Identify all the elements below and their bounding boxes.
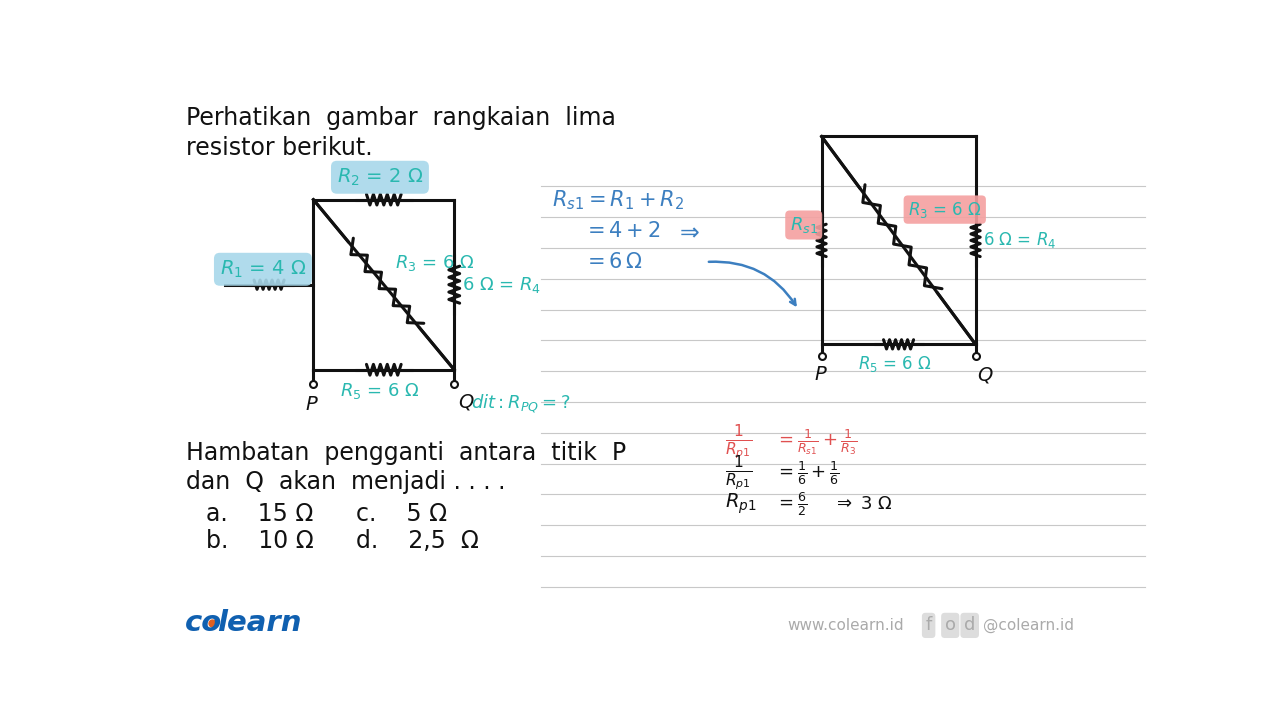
Text: @colearn.id: @colearn.id xyxy=(983,618,1074,633)
Text: f: f xyxy=(925,616,932,634)
Text: d: d xyxy=(964,616,975,634)
Text: dan  Q  akan  menjadi . . . .: dan Q akan menjadi . . . . xyxy=(187,470,506,494)
Text: 6 Ω = $R_4$: 6 Ω = $R_4$ xyxy=(983,230,1056,251)
Text: $dit : R_{PQ} = ?$: $dit : R_{PQ} = ?$ xyxy=(471,393,571,415)
Text: $R_5$ = 6 Ω: $R_5$ = 6 Ω xyxy=(340,382,420,401)
Text: $= 4 + 2$: $= 4 + 2$ xyxy=(582,221,660,241)
Text: $R_2$ = 2 Ω: $R_2$ = 2 Ω xyxy=(337,166,424,188)
Text: Hambatan  pengganti  antara  titik  P: Hambatan pengganti antara titik P xyxy=(187,441,626,464)
Text: resistor berikut.: resistor berikut. xyxy=(187,137,372,161)
Text: o: o xyxy=(945,616,956,634)
Text: $\frac{1}{R_{p1}}$: $\frac{1}{R_{p1}}$ xyxy=(726,423,753,462)
Text: d.    2,5  Ω: d. 2,5 Ω xyxy=(356,529,479,553)
Text: P: P xyxy=(814,365,826,384)
Text: 6 Ω = $R_4$: 6 Ω = $R_4$ xyxy=(462,274,541,294)
Text: P: P xyxy=(306,395,317,414)
Text: $= \frac{1}{6} + \frac{1}{6}$: $= \frac{1}{6} + \frac{1}{6}$ xyxy=(776,459,840,487)
Text: $R_{p1}$: $R_{p1}$ xyxy=(726,492,756,516)
Text: $\frac{1}{R_{p1}}$: $\frac{1}{R_{p1}}$ xyxy=(726,453,753,492)
Text: $R_3$ = 6 Ω: $R_3$ = 6 Ω xyxy=(908,199,982,220)
Text: $R_1$ = 4 Ω: $R_1$ = 4 Ω xyxy=(220,258,306,280)
Text: $R_{s1}$: $R_{s1}$ xyxy=(790,215,818,235)
Text: $R_{s1} = R_1 + R_2$: $R_{s1} = R_1 + R_2$ xyxy=(552,189,684,212)
Text: Q: Q xyxy=(458,393,474,412)
Text: Perhatikan  gambar  rangkaian  lima: Perhatikan gambar rangkaian lima xyxy=(187,106,616,130)
Text: Q: Q xyxy=(977,365,992,384)
Text: co: co xyxy=(184,609,221,637)
Text: a.    15 Ω: a. 15 Ω xyxy=(206,503,312,526)
Text: $R_3$ = 6 Ω: $R_3$ = 6 Ω xyxy=(396,253,475,273)
Text: $\Rightarrow$ 3 Ω: $\Rightarrow$ 3 Ω xyxy=(833,495,893,513)
Text: $= \frac{6}{2}$: $= \frac{6}{2}$ xyxy=(776,490,808,518)
Text: $= \frac{1}{R_{s1}} + \frac{1}{R_3}$: $= \frac{1}{R_{s1}} + \frac{1}{R_3}$ xyxy=(776,427,858,457)
Text: $\Rightarrow$: $\Rightarrow$ xyxy=(676,219,700,243)
Text: learn: learn xyxy=(218,609,302,637)
Text: $R_5$ = 6 Ω: $R_5$ = 6 Ω xyxy=(858,354,932,374)
Text: b.    10 Ω: b. 10 Ω xyxy=(206,529,314,553)
Text: c.    5 Ω: c. 5 Ω xyxy=(356,503,447,526)
Text: www.colearn.id: www.colearn.id xyxy=(787,618,904,633)
Text: $= 6\,\Omega$: $= 6\,\Omega$ xyxy=(582,252,643,272)
